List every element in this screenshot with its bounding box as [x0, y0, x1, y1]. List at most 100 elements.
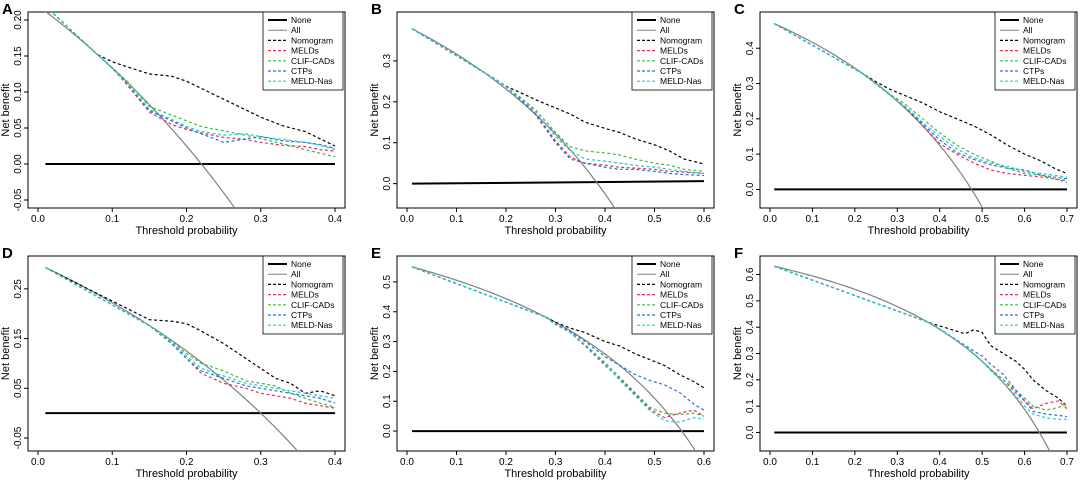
legend-label: CLIF-CADs [1023, 56, 1066, 66]
x-tick-label: 0.5 [975, 214, 989, 225]
series-line-all [411, 28, 616, 208]
series-lines [774, 265, 1068, 451]
series-line-nomogram [411, 266, 705, 389]
plot-frame [759, 11, 1078, 209]
legend-label: Nomogram [1023, 35, 1065, 45]
x-tick-label: 0.2 [848, 457, 862, 468]
x-tick-label: 0.0 [763, 214, 777, 225]
x-tick-label: 0.4 [328, 457, 342, 468]
series-line-clif-cads [50, 12, 336, 158]
y-tick-label: 0.3 [745, 76, 756, 90]
legend-label: MELDs [291, 290, 319, 300]
series-line-meld-nas [774, 265, 1067, 420]
x-tick-label: 0.6 [697, 457, 711, 468]
y-tick-label: 0.4 [745, 41, 756, 55]
y-tick-label: 0.1 [745, 147, 756, 161]
series-line-meld-nas [411, 266, 705, 423]
panel-label-b: B [371, 1, 382, 18]
x-tick-label: 0.4 [598, 214, 612, 225]
series-line-melds [45, 267, 336, 409]
legend-box [262, 11, 344, 91]
chart-panel-a: A 0.0 0.1 0.2 0.3 0.4 -0.05 0.00 0.05 0.10 0.15 0.2… [0, 1, 346, 237]
legend-label: CTPs [1023, 310, 1044, 320]
x-tick-label: 0.7 [1060, 457, 1074, 468]
y-tick-label: 0.1 [382, 394, 393, 408]
y-tick-label: 0.0 [745, 182, 756, 196]
series-line-melds [50, 12, 336, 152]
legend-box [994, 11, 1076, 91]
y-tick-label: 0.1 [745, 399, 756, 413]
legend-box [994, 255, 1076, 335]
chart-panel-c: C 0.0 0.1 0.2 0.3 0.4 0.5 0.6 0.7 0.0 0.1 0.2 0.3 0.4… [732, 1, 1078, 237]
legend-label: None [660, 259, 681, 269]
legend-label: MELDs [660, 290, 688, 300]
legend-label: None [1023, 259, 1044, 269]
series-line-ctps [50, 12, 336, 149]
series-line-all [45, 266, 299, 451]
legend-label: CTPs [291, 66, 312, 76]
x-tick-label: 0.7 [1060, 214, 1074, 225]
legend-label: CLIF-CADs [291, 300, 334, 310]
x-tick-label: 0.4 [328, 214, 342, 225]
series-line-nomogram [774, 265, 1068, 407]
x-tick-label: 0.4 [598, 457, 612, 468]
x-tick-label: 0.6 [1018, 457, 1032, 468]
legend-box [262, 255, 344, 335]
legend-label: CLIF-CADs [660, 56, 703, 66]
y-axis-title: Net benefit [0, 327, 12, 380]
y-tick-label: 0.6 [745, 267, 756, 281]
legend-label: Nomogram [660, 279, 702, 289]
y-tick-label: 0.05 [13, 378, 24, 398]
legend-label: CLIF-CADs [291, 56, 334, 66]
x-tick-label: 0.2 [499, 457, 513, 468]
legend-label: CLIF-CADs [660, 300, 703, 310]
series-lines [411, 266, 705, 451]
series-line-meld-nas [45, 267, 336, 399]
y-tick-label: 0.2 [745, 372, 756, 386]
series-line-melds [411, 28, 705, 175]
series-line-none [411, 180, 705, 185]
x-tick-label: 0.2 [180, 457, 194, 468]
x-tick-label: 0.6 [697, 214, 711, 225]
legend: NoneAllNomogramMELDsCLIF-CADsCTPsMELD-Na… [994, 255, 1076, 335]
legend-label: MELDs [291, 46, 319, 56]
y-tick-label: 0.20 [13, 10, 24, 30]
y-tick-label: 0.15 [13, 328, 24, 348]
legend-label: None [660, 15, 681, 25]
panel-label-f: F [734, 245, 743, 262]
legend-label: Nomogram [1023, 279, 1065, 289]
chart-panel-e: E 0.0 0.1 0.2 0.3 0.4 0.5 0.6 0.0 0.1 0.2 0.3 0.4 0.5… [369, 245, 715, 480]
y-tick-label: 0.4 [382, 304, 393, 318]
chart-panel-b: B0.0 0.1 0.2 0.3 0.4 0.5 0.60.00.10.20.3Thresh… [369, 1, 715, 237]
legend-label: Nomogram [291, 279, 333, 289]
series-line-clif-cads [411, 28, 705, 172]
y-tick-label: 0.2 [382, 94, 393, 108]
x-tick-label: 0.6 [1018, 214, 1032, 225]
y-tick-label: 0.2 [382, 364, 393, 378]
x-axis-title: Threshold probability [135, 225, 238, 237]
legend-label: MELD-Nas [1023, 76, 1065, 86]
x-tick-label: 0.0 [763, 457, 777, 468]
series-lines [45, 266, 336, 451]
legend-label: MELDs [1023, 46, 1051, 56]
legend-label: CTPs [660, 310, 681, 320]
x-tick-label: 0.5 [648, 457, 662, 468]
legend: NoneAllNomogramMELDsCLIF-CADsCTPsMELD-Na… [262, 11, 344, 91]
y-tick-label: 0.3 [382, 334, 393, 348]
x-tick-label: 0.3 [890, 457, 904, 468]
x-tick-label: 0.2 [499, 214, 513, 225]
series-line-meld-nas [773, 23, 1068, 178]
legend-label: MELD-Nas [291, 320, 333, 330]
x-tick-label: 0.1 [805, 214, 819, 225]
legend-label: All [291, 269, 301, 279]
x-axis-title: Threshold probability [135, 468, 238, 480]
legend-label: All [1023, 25, 1033, 35]
x-tick-label: 0.3 [549, 214, 563, 225]
series-lines [411, 28, 705, 208]
x-tick-label: 0.1 [105, 214, 119, 225]
x-tick-label: 0.4 [933, 457, 947, 468]
y-axis-title: Net benefit [369, 327, 381, 380]
y-tick-label: -0.05 [13, 426, 24, 449]
series-line-all [45, 12, 236, 208]
